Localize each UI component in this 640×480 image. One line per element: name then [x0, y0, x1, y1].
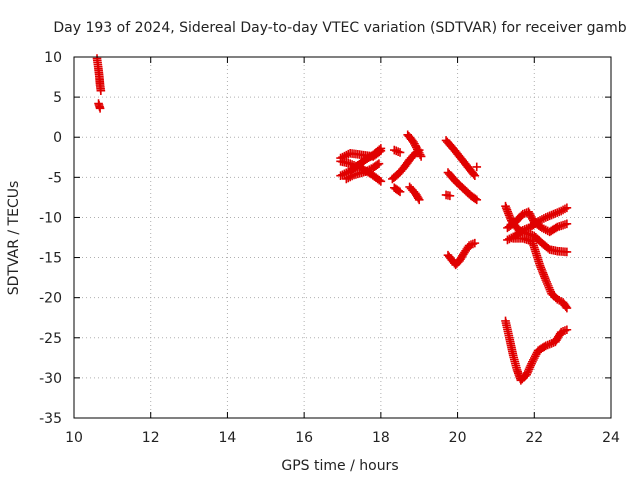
y-axis-label: SDTVAR / TECUs — [6, 181, 22, 296]
x-axis-label: GPS time / hours — [281, 458, 398, 474]
data-point — [96, 86, 106, 95]
x-tick-label: 16 — [295, 430, 313, 446]
data-point — [445, 191, 455, 201]
y-tick-label: -30 — [39, 371, 62, 387]
y-tick-label: -35 — [39, 411, 62, 427]
chart-title: Day 193 of 2024, Sidereal Day-to-day VTE… — [53, 20, 626, 36]
data-points — [92, 54, 572, 385]
data-point — [374, 159, 384, 168]
data-point — [562, 247, 572, 257]
data-point — [562, 219, 572, 229]
data-point — [373, 160, 382, 169]
x-tick-label: 12 — [142, 430, 160, 446]
data-point — [562, 325, 572, 335]
axis-ticks: 10 12 14 16 18 20 22 24 10 5 0 -5 -10 -15 -20 -25 -30 -35 — [39, 50, 620, 446]
x-tick-label: 20 — [449, 430, 467, 446]
data-point — [395, 187, 405, 197]
data-point — [394, 186, 403, 196]
y-tick-label: -5 — [48, 170, 62, 186]
data-point — [469, 169, 478, 179]
data-point — [376, 177, 386, 186]
data-point — [470, 171, 480, 181]
data-point — [395, 148, 405, 157]
x-tick-label: 10 — [65, 430, 83, 446]
plot-frame — [73, 56, 612, 419]
data-point — [562, 303, 572, 313]
x-tick-label: 22 — [525, 430, 543, 446]
data-point — [472, 195, 482, 205]
data-point — [414, 195, 424, 205]
data-point — [416, 152, 426, 161]
data-point — [470, 238, 480, 248]
y-tick-label: 10 — [44, 50, 62, 66]
y-tick-label: 0 — [53, 130, 62, 146]
data-point — [472, 162, 482, 172]
y-tick-label: -25 — [39, 331, 62, 347]
data-point — [376, 144, 386, 153]
y-tick-label: -15 — [39, 251, 62, 267]
y-tick-label: 5 — [53, 90, 62, 106]
y-tick-label: -10 — [39, 210, 62, 226]
x-tick-label: 24 — [602, 430, 620, 446]
data-point — [95, 104, 105, 113]
data-point — [562, 203, 572, 213]
data-point — [471, 194, 480, 204]
x-tick-label: 14 — [219, 430, 237, 446]
x-tick-label: 18 — [372, 430, 390, 446]
y-tick-label: -20 — [39, 291, 62, 307]
data-point — [561, 302, 571, 311]
